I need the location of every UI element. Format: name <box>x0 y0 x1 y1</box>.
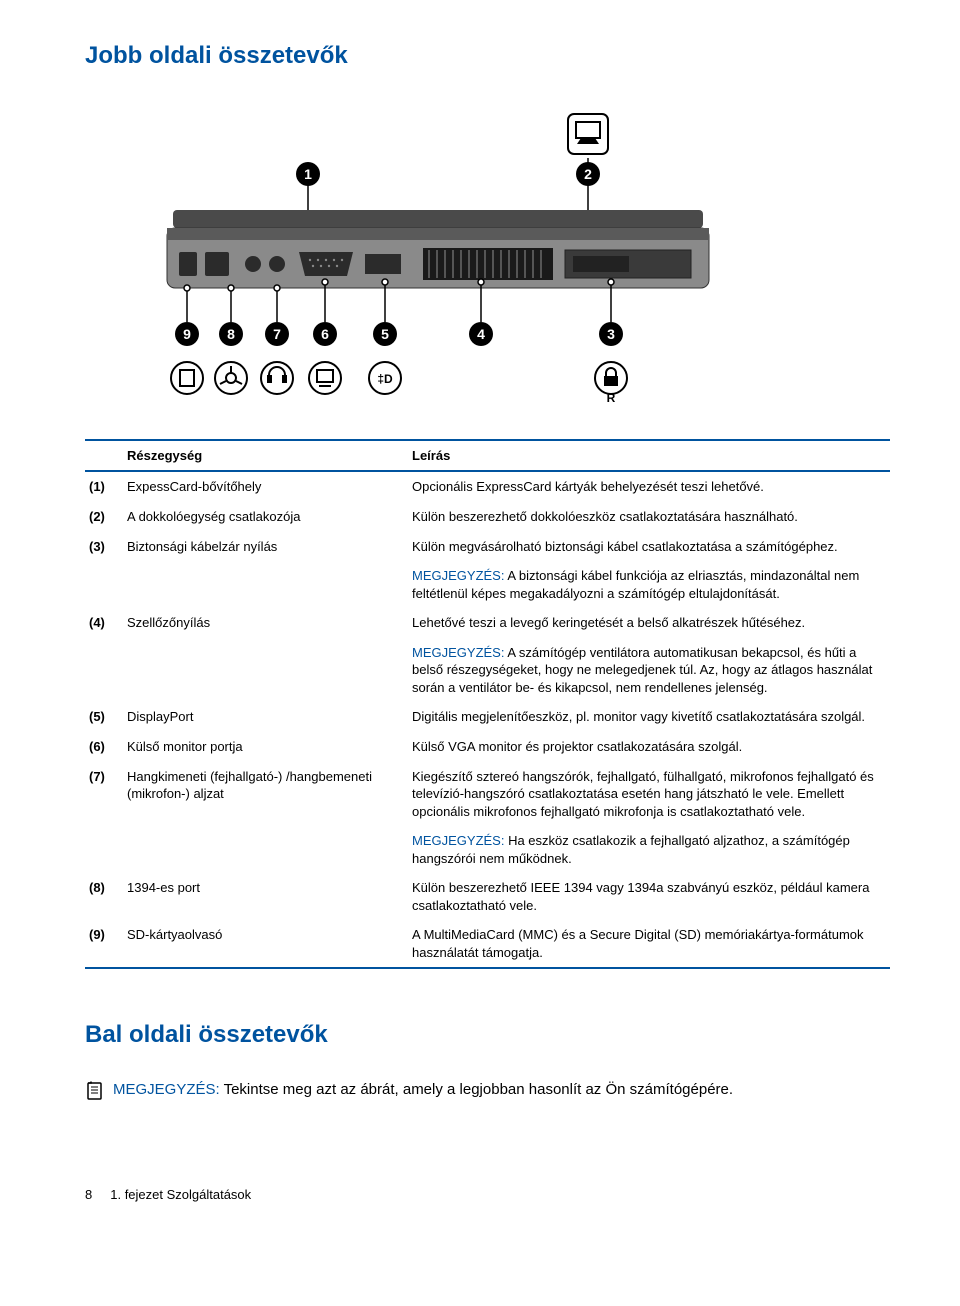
page-footer: 8 1. fejezet Szolgáltatások <box>85 1186 890 1204</box>
table-row: (6)Külső monitor portja Külső VGA monitor… <box>85 732 890 762</box>
table-row: (5)DisplayPort Digitális megjelenítőeszkö… <box>85 702 890 732</box>
desc-text: Külső VGA monitor és projektor csatlakoz… <box>412 739 742 754</box>
desc-text: A MultiMediaCard (MMC) és a Secure Digit… <box>412 927 864 960</box>
desc-text: Digitális megjelenítőeszköz, pl. monitor… <box>412 709 865 724</box>
svg-text:7: 7 <box>273 326 281 342</box>
row-num: (7) <box>85 762 123 874</box>
row-num: (3) <box>85 532 123 609</box>
section-title-left: Bal oldali összetevők <box>85 1019 890 1051</box>
table-row: (7)Hangkimeneti (fejhallgató-) /hangbeme… <box>85 762 890 874</box>
th-desc: Leírás <box>408 440 890 472</box>
footer-page: 8 <box>85 1186 92 1204</box>
row-name: 1394-es port <box>123 873 408 920</box>
row-num: (6) <box>85 732 123 762</box>
row-desc: Külön megvásárolható biztonsági kábel cs… <box>408 532 890 609</box>
row-num: (2) <box>85 502 123 532</box>
svg-text:6: 6 <box>321 326 329 342</box>
desc-text: Lehetővé teszi a levegő keringetését a b… <box>412 615 805 630</box>
laptop-side <box>167 210 709 288</box>
row-name: DisplayPort <box>123 702 408 732</box>
note-label: MEGJEGYZÉS: <box>412 833 508 848</box>
row-name: Biztonsági kábelzár nyílás <box>123 532 408 609</box>
row-num: (8) <box>85 873 123 920</box>
table-row: (1)ExpessCard-bővítőhely Opcionális Expre… <box>85 471 890 502</box>
row-desc: Kiegészítő sztereó hangszórók, fejhallga… <box>408 762 890 874</box>
row-name: SD-kártyaolvasó <box>123 920 408 968</box>
svg-text:3: 3 <box>607 326 615 342</box>
row-desc: Külön beszerezhető IEEE 1394 vagy 1394a … <box>408 873 890 920</box>
note-icon <box>85 1081 105 1101</box>
row-desc: Opcionális ExpressCard kártyák behelyezé… <box>408 471 890 502</box>
table-row: (3)Biztonsági kábelzár nyílás Külön megvá… <box>85 532 890 609</box>
note-label: MEGJEGYZÉS: <box>412 568 507 583</box>
dock-icon <box>568 114 608 154</box>
row-name: Külső monitor portja <box>123 732 408 762</box>
note-label: MEGJEGYZÉS: <box>113 1081 220 1098</box>
port-icons: ‡D R <box>171 362 627 405</box>
row-desc: A MultiMediaCard (MMC) és a Secure Digit… <box>408 920 890 968</box>
desc-text: Kiegészítő sztereó hangszórók, fejhallga… <box>412 769 874 819</box>
row-name: A dokkolóegység csatlakozója <box>123 502 408 532</box>
row-desc: Digitális megjelenítőeszköz, pl. monitor… <box>408 702 890 732</box>
row-name: Szellőzőnyílás <box>123 608 408 702</box>
table-row: (8)1394-es portKülön beszerezhető IEEE 1… <box>85 873 890 920</box>
svg-text:2: 2 <box>584 166 592 182</box>
svg-text:4: 4 <box>477 326 485 342</box>
desc-text: Opcionális ExpressCard kártyák behelyezé… <box>412 479 764 494</box>
svg-text:9: 9 <box>183 326 191 342</box>
table-row: (4)Szellőzőnyílás Lehetővé teszi a levegő… <box>85 608 890 702</box>
svg-text:8: 8 <box>227 326 235 342</box>
footer-chapter: 1. fejezet Szolgáltatások <box>110 1186 251 1204</box>
row-desc: Külön beszerezhető dokkolóeszköz csatlak… <box>408 502 890 532</box>
svg-text:5: 5 <box>381 326 389 342</box>
right-side-diagram: 1 2 <box>113 100 753 410</box>
row-num: (4) <box>85 608 123 702</box>
th-part: Részegység <box>123 440 408 472</box>
table-row: (2)A dokkolóegység csatlakozója Külön bes… <box>85 502 890 532</box>
svg-text:‡D: ‡D <box>377 372 393 386</box>
desc-text: Külön beszerezhető dokkolóeszköz csatlak… <box>412 509 798 524</box>
desc-text: Külön megvásárolható biztonsági kábel cs… <box>412 539 838 554</box>
row-desc: Lehetővé teszi a levegő keringetését a b… <box>408 608 890 702</box>
global-note: MEGJEGYZÉS: Tekintse meg azt az ábrát, a… <box>85 1080 890 1101</box>
svg-text:1: 1 <box>304 166 312 182</box>
row-num: (9) <box>85 920 123 968</box>
desc-text: Külön beszerezhető IEEE 1394 vagy 1394a … <box>412 880 869 913</box>
row-desc: Külső VGA monitor és projektor csatlakoz… <box>408 732 890 762</box>
table-row: (9)SD-kártyaolvasóA MultiMediaCard (MMC)… <box>85 920 890 968</box>
row-name: Hangkimeneti (fejhallgató-) /hangbemenet… <box>123 762 408 874</box>
row-num: (5) <box>85 702 123 732</box>
components-table: Részegység Leírás (1)ExpessCard-bővítőhe… <box>85 439 890 969</box>
note-text: Tekintse meg azt az ábrát, amely a legjo… <box>224 1081 733 1098</box>
note-label: MEGJEGYZÉS: <box>412 645 507 660</box>
section-title-right: Jobb oldali összetevők <box>85 40 890 72</box>
row-name: ExpessCard-bővítőhely <box>123 471 408 502</box>
row-num: (1) <box>85 471 123 502</box>
svg-text:R: R <box>607 391 616 405</box>
